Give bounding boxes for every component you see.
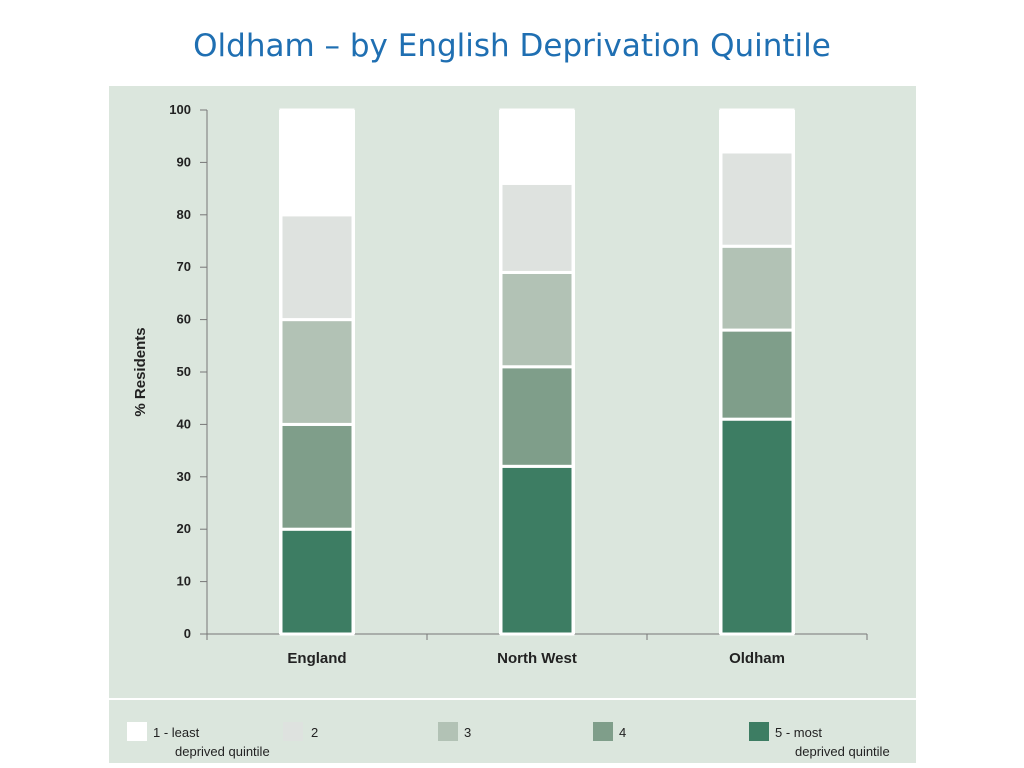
bar-segment-2-5	[499, 108, 575, 185]
legend-swatch-5	[749, 722, 769, 741]
legend-swatch-3	[438, 722, 458, 741]
bar-segment-1-5	[279, 108, 355, 217]
y-tick-label: 70	[177, 259, 191, 274]
legend-label-5: 5 - most	[775, 725, 822, 740]
x-category-label: Oldham	[729, 650, 785, 667]
y-tick-label: 0	[184, 626, 191, 641]
stacked-bar-chart: 0 10 20 30 40 50 60 70 80 90 100 % Residents England…	[132, 102, 868, 667]
legend-label-4: 4	[619, 725, 627, 740]
x-category-label: North West	[497, 650, 577, 667]
x-category-label: England	[287, 650, 346, 667]
bar-segment-3-1	[719, 417, 795, 636]
chart-panel: 0 10 20 30 40 50 60 70 80 90 100 % Residents England…	[109, 86, 916, 698]
bar-segment-2-1	[499, 464, 575, 636]
y-axis-title: % Residents	[132, 327, 149, 416]
bar-segment-3-2	[719, 328, 795, 421]
chart-legend: 1 - least deprived quintile 2 3 4 5 - mo…	[109, 700, 916, 763]
legend-swatch-2	[283, 722, 303, 741]
legend-sublabel-1: deprived quintile	[175, 744, 270, 759]
bar-segment-2-3	[499, 270, 575, 369]
page-title: Oldham – by English Deprivation Quintile	[193, 28, 831, 64]
bar-segment-1-3	[279, 318, 355, 426]
y-tick-label: 90	[177, 154, 191, 169]
bar-segment-1-2	[279, 422, 355, 531]
y-tick-label: 10	[177, 574, 191, 589]
bar-segment-3-4	[719, 150, 795, 248]
bar-segment-2-2	[499, 365, 575, 468]
bar-segment-2-4	[499, 181, 575, 274]
y-tick-label: 20	[177, 521, 191, 536]
legend-sublabel-5: deprived quintile	[795, 744, 890, 759]
y-tick-label: 50	[177, 364, 191, 379]
y-tick-label: 40	[177, 416, 191, 431]
legend-label-1: 1 - least	[153, 725, 200, 740]
bar-segment-3-5	[719, 108, 795, 154]
y-tick-label: 80	[177, 207, 191, 222]
legend-swatch-4	[593, 722, 613, 741]
y-tick-label: 60	[177, 312, 191, 327]
y-tick-label: 30	[177, 469, 191, 484]
y-tick-label: 100	[169, 102, 191, 117]
bar-segment-1-4	[279, 213, 355, 322]
legend-swatch-1	[127, 722, 147, 741]
bar-segment-1-1	[279, 527, 355, 636]
legend-label-2: 2	[311, 725, 319, 740]
legend-label-3: 3	[464, 725, 472, 740]
bar-segment-3-3	[719, 244, 795, 332]
